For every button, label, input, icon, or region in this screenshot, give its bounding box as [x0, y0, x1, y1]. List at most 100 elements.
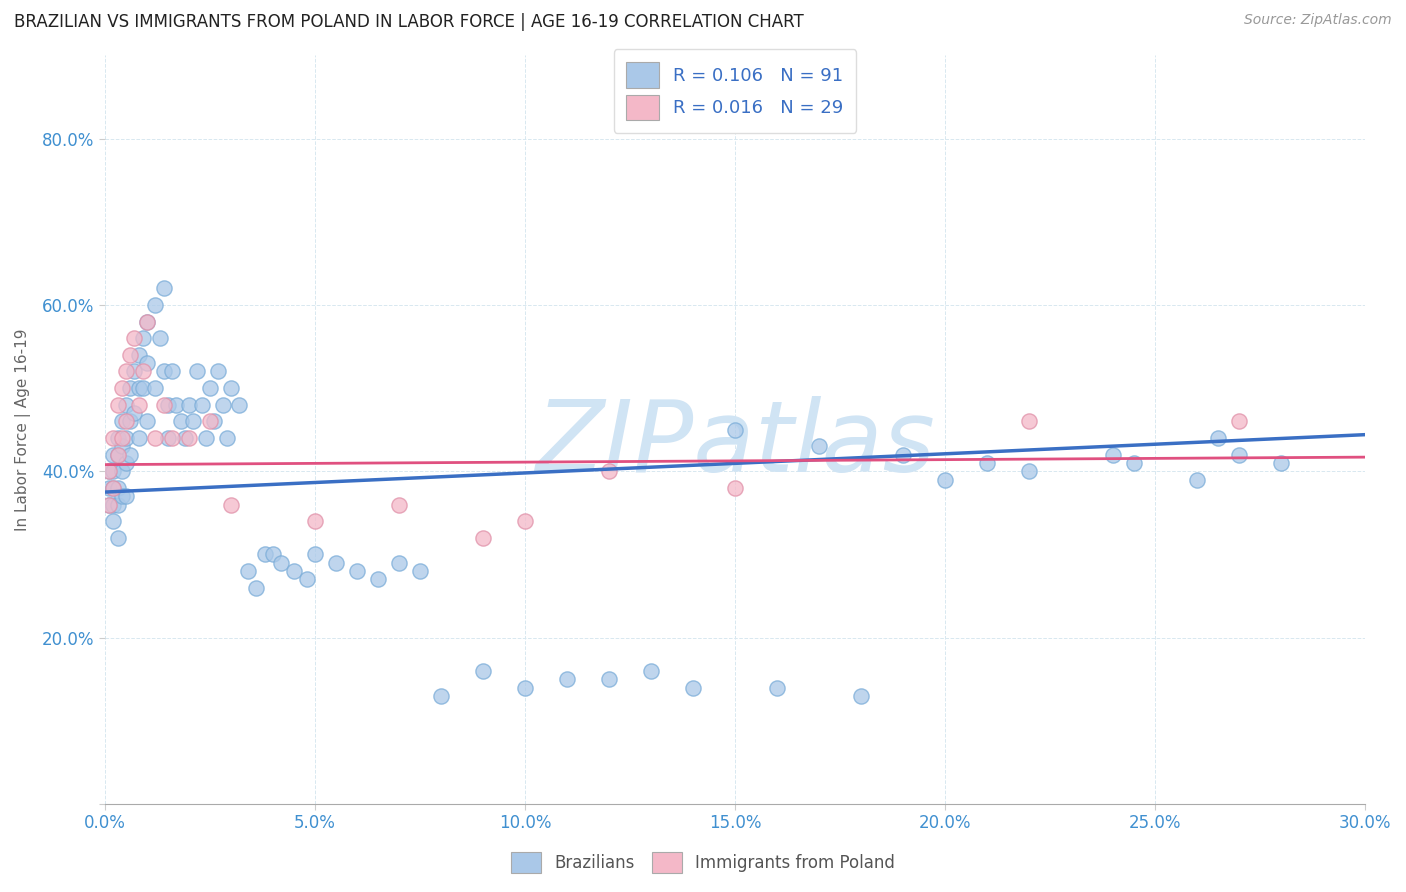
Point	[160, 431, 183, 445]
Point	[1206, 431, 1229, 445]
Point	[471, 531, 494, 545]
Point	[115, 489, 138, 503]
Text: Source: ZipAtlas.com: Source: ZipAtlas.com	[1244, 13, 1392, 28]
Point	[304, 548, 326, 562]
Point	[160, 364, 183, 378]
Point	[640, 664, 662, 678]
Point	[1101, 448, 1123, 462]
Point	[198, 414, 221, 428]
Point	[132, 364, 155, 378]
Point	[934, 473, 956, 487]
Point	[120, 448, 142, 462]
Point	[124, 331, 146, 345]
Point	[194, 431, 217, 445]
Point	[120, 414, 142, 428]
Point	[156, 431, 179, 445]
Point	[228, 398, 250, 412]
Point	[98, 464, 121, 478]
Point	[186, 364, 208, 378]
Point	[513, 681, 536, 695]
Point	[388, 498, 411, 512]
Point	[1018, 414, 1040, 428]
Point	[107, 431, 129, 445]
Point	[807, 439, 830, 453]
Y-axis label: In Labor Force | Age 16-19: In Labor Force | Age 16-19	[15, 328, 31, 531]
Point	[115, 431, 138, 445]
Point	[149, 331, 172, 345]
Point	[98, 464, 121, 478]
Point	[471, 664, 494, 678]
Point	[367, 573, 389, 587]
Point	[103, 431, 125, 445]
Point	[153, 364, 176, 378]
Point	[724, 423, 747, 437]
Point	[111, 439, 134, 453]
Point	[198, 381, 221, 395]
Point	[202, 414, 225, 428]
Point	[103, 498, 125, 512]
Point	[766, 681, 789, 695]
Point	[849, 689, 872, 703]
Point	[124, 364, 146, 378]
Point	[107, 398, 129, 412]
Point	[598, 672, 620, 686]
Point	[211, 398, 233, 412]
Point	[555, 672, 578, 686]
Point	[98, 498, 121, 512]
Point	[513, 514, 536, 528]
Point	[682, 681, 704, 695]
Point	[976, 456, 998, 470]
Point	[120, 381, 142, 395]
Point	[136, 414, 159, 428]
Point	[111, 414, 134, 428]
Point	[103, 464, 125, 478]
Point	[111, 381, 134, 395]
Point	[128, 381, 150, 395]
Point	[173, 431, 195, 445]
Text: BRAZILIAN VS IMMIGRANTS FROM POLAND IN LABOR FORCE | AGE 16-19 CORRELATION CHART: BRAZILIAN VS IMMIGRANTS FROM POLAND IN L…	[14, 13, 804, 31]
Text: ZIPatlas: ZIPatlas	[534, 396, 935, 493]
Point	[215, 431, 238, 445]
Point	[181, 414, 204, 428]
Point	[98, 481, 121, 495]
Point	[107, 498, 129, 512]
Point	[409, 564, 432, 578]
Point	[107, 448, 129, 462]
Point	[1122, 456, 1144, 470]
Point	[388, 556, 411, 570]
Point	[103, 448, 125, 462]
Point	[145, 381, 167, 395]
Point	[1270, 456, 1292, 470]
Point	[128, 348, 150, 362]
Point	[253, 548, 276, 562]
Point	[115, 414, 138, 428]
Point	[283, 564, 305, 578]
Point	[598, 464, 620, 478]
Legend: R = 0.106   N = 91, R = 0.016   N = 29: R = 0.106 N = 91, R = 0.016 N = 29	[613, 49, 856, 133]
Point	[1185, 473, 1208, 487]
Point	[111, 489, 134, 503]
Point	[153, 281, 176, 295]
Point	[724, 481, 747, 495]
Point	[165, 398, 187, 412]
Point	[115, 398, 138, 412]
Point	[128, 398, 150, 412]
Point	[177, 431, 200, 445]
Point	[98, 498, 121, 512]
Point	[103, 481, 125, 495]
Point	[430, 689, 453, 703]
Point	[169, 414, 191, 428]
Point	[145, 298, 167, 312]
Point	[325, 556, 347, 570]
Point	[128, 431, 150, 445]
Point	[107, 531, 129, 545]
Point	[103, 481, 125, 495]
Point	[145, 431, 167, 445]
Point	[245, 581, 267, 595]
Point	[120, 348, 142, 362]
Point	[219, 381, 242, 395]
Point	[295, 573, 318, 587]
Point	[111, 431, 134, 445]
Point	[132, 381, 155, 395]
Point	[111, 464, 134, 478]
